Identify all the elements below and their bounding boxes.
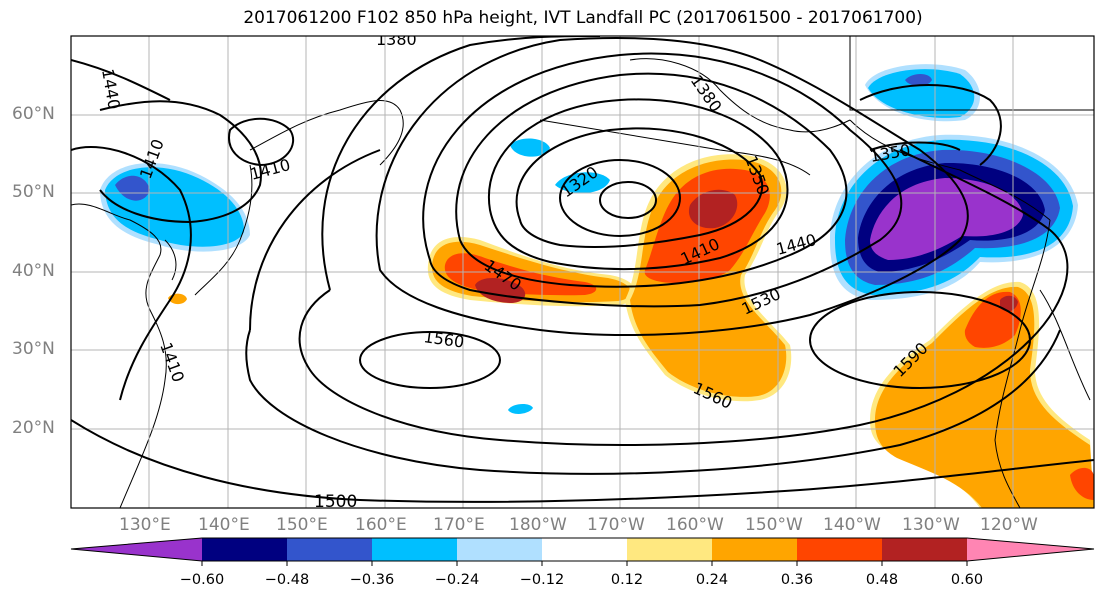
colorbar-label: 0.12 <box>610 572 644 588</box>
lon-label-140e: 140°E <box>198 515 250 535</box>
ivt-blob-south <box>508 404 533 414</box>
colorbar-label: −0.24 <box>434 572 480 588</box>
colorbar-swatch-6 <box>627 538 712 561</box>
coastline-kamchatka <box>249 100 404 166</box>
ivt-region-alaska-core <box>905 74 932 86</box>
coastline-baja <box>1039 289 1091 401</box>
colorbar-swatch-5 <box>542 538 627 561</box>
lon-label-150w: 150°W <box>745 515 803 535</box>
lon-label-130e: 130°E <box>119 515 171 535</box>
contour-1380-asia <box>228 117 295 167</box>
colorbar-swatch-0 <box>71 538 202 561</box>
lat-label-60n: 60°N <box>12 104 55 124</box>
ivt-region-asia-core <box>115 175 150 201</box>
colorbar-label: 0.48 <box>865 572 899 588</box>
ivt-region-ne-core <box>870 178 1023 260</box>
contour-1500-south <box>71 419 1094 503</box>
colorbar-swatch-3 <box>372 538 457 561</box>
coastline-asia <box>71 203 167 508</box>
coastline-alaska <box>629 58 851 133</box>
colorbar-label: 0.36 <box>780 572 814 588</box>
colorbar-swatch-10 <box>967 538 1094 561</box>
colorbar-label: −0.60 <box>179 572 225 588</box>
lon-label-150e: 150°E <box>276 515 328 535</box>
colorbar-ticks <box>201 561 968 566</box>
lat-label-20n: 20°N <box>12 418 55 438</box>
contour-1350 <box>515 127 764 248</box>
colorbar-swatch-1 <box>202 538 287 561</box>
lon-label-170w: 170°W <box>587 515 645 535</box>
lon-label-120w: 120°W <box>980 515 1038 535</box>
colorbar-swatch-7 <box>712 538 797 561</box>
contour-1380-bc <box>859 84 1002 166</box>
map-panel: 1380 1440 1410 1410 1380 1320 1350 1470 … <box>71 30 1094 512</box>
contour-1440 <box>422 52 903 308</box>
contour-1560-east <box>809 291 1031 389</box>
contour-1440-asia <box>71 59 192 401</box>
colorbar-label: −0.48 <box>264 572 310 588</box>
lon-label-140w: 140°W <box>823 515 881 535</box>
map-frame <box>70 35 1095 509</box>
colorbar-swatch-4 <box>457 538 542 561</box>
coastline-aleutians <box>539 119 811 176</box>
gridlines <box>71 36 1094 508</box>
lat-label-30n: 30°N <box>12 339 55 359</box>
colorbar <box>70 537 1095 566</box>
ivt-blob-central <box>510 138 550 157</box>
colorbar-swatch-8 <box>797 538 882 561</box>
lon-label-180w: 180°W <box>509 515 567 535</box>
colorbar-label: 0.24 <box>695 572 729 588</box>
ivt-blob-east-orange <box>1070 467 1094 500</box>
colorbar-swatch-9 <box>882 538 967 561</box>
contour-label: 1500 <box>314 492 357 512</box>
lon-label-160e: 160°E <box>355 515 407 535</box>
colorbar-label: 0.60 <box>950 572 984 588</box>
contour-low-center <box>599 181 657 219</box>
coastline-bc <box>849 119 1051 221</box>
coastline-japan <box>194 164 253 296</box>
lat-label-50n: 50°N <box>12 182 55 202</box>
ivt-region-alaska <box>868 69 975 118</box>
contour-1410-asia <box>99 100 262 224</box>
contour-1380 <box>487 98 789 271</box>
map-title: 2017061200 F102 850 hPa height, IVT Land… <box>243 8 923 28</box>
colorbar-label: −0.12 <box>519 572 565 588</box>
contour-1410-inner <box>455 72 848 288</box>
lon-label-160w: 160°W <box>666 515 724 535</box>
coastline-korea <box>164 239 177 281</box>
contour-label: 1380 <box>376 30 417 49</box>
lon-label-170e: 170°E <box>433 515 485 535</box>
contour-1350-bc <box>869 141 961 151</box>
ivt-region-pos-central-core <box>688 189 738 229</box>
lat-label-40n: 40°N <box>12 261 55 281</box>
contour-1560-west <box>359 331 501 389</box>
contour-1470 <box>375 37 969 336</box>
lon-label-130w: 130°W <box>902 515 960 535</box>
contour-low-1320 <box>559 159 681 237</box>
colorbar-swatch-2 <box>287 538 372 561</box>
ivt-region-pos-east <box>875 286 1094 508</box>
contour-1530 <box>245 149 1061 475</box>
colorbar-label: −0.36 <box>349 572 395 588</box>
